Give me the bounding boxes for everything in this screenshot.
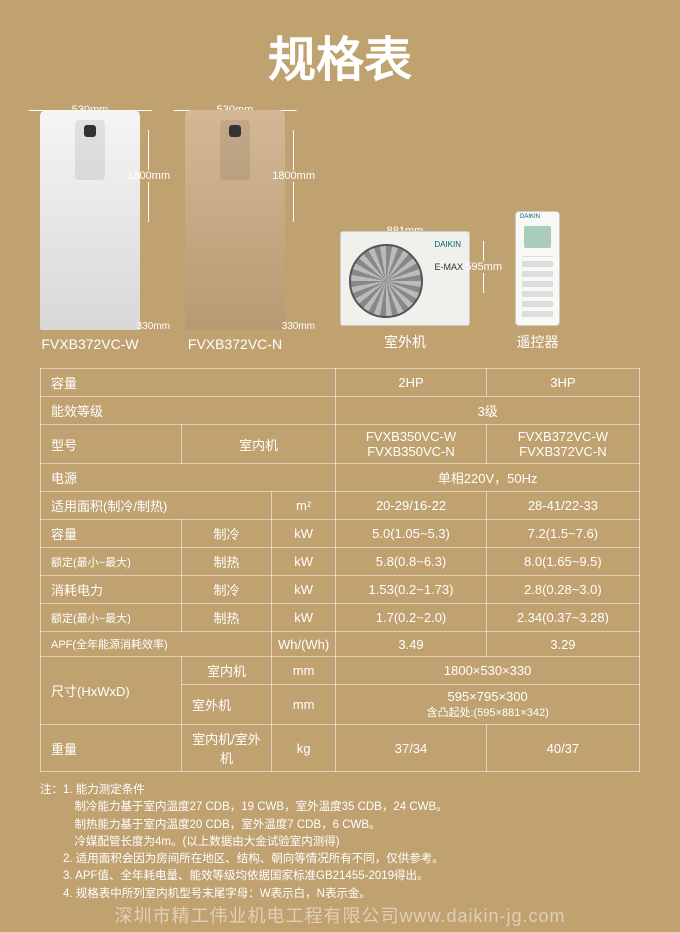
product-label-remote: 遥控器	[517, 332, 559, 352]
cell-cons-heat-2hp: 1.7(0.2~2.0)	[336, 604, 487, 632]
product-row: 530mm 330mm FVXB372VC-W 1800mm 530mm 330…	[0, 100, 680, 358]
cell-cons-cool-2hp: 1.53(0.2~1.73)	[336, 576, 487, 604]
note-3: 3. APF值、全年耗电量、能效等级均依据国家标准GB21455-2019得出。	[40, 868, 640, 885]
table-row: 重量室内机/室外机kg37/3440/37	[41, 725, 640, 772]
table-row: 适用面积(制冷/制热)m²20-29/16-2228-41/22-33	[41, 492, 640, 520]
note-1c: 冷媒配管长度为4m。(以上数据由大金试验室内测得)	[40, 834, 640, 851]
cell-cons-heat-unit: kW	[271, 604, 335, 632]
note-1b: 制热能力基于室内温度20 CDB，室外温度7 CDB，6 CWB。	[40, 817, 640, 834]
note-2: 2. 适用面积会因为房间所在地区、结构、朝向等情况所有不同，仅供参考。	[40, 851, 640, 868]
table-row: 电源单相220V，50Hz	[41, 464, 640, 492]
cell-weight-3hp: 40/37	[486, 725, 639, 772]
cell-dim-in-value: 1800×530×330	[336, 657, 640, 685]
watermark: 深圳市精工伟业机电工程有限公司www.daikin-jg.com	[0, 902, 680, 928]
cell-model-sub: 室内机	[181, 425, 335, 464]
cell-model-label: 型号	[41, 425, 182, 464]
table-row: 容量制冷kW5.0(1.05~5.3)7.2(1.5~7.6)	[41, 520, 640, 548]
cell-cap-heat-sub: 制热	[181, 548, 271, 576]
cell-dim-label: 尺寸(HxWxD)	[41, 657, 182, 725]
table-row: 能效等级3级	[41, 397, 640, 425]
dimension-height-2: 1800mm	[272, 170, 315, 182]
note-1a: 制冷能力基于室内温度27 CDB，19 CWB，室外温度35 CDB，24 CW…	[40, 799, 640, 816]
cell-apf-label: APF(全年能源消耗效率)	[41, 632, 272, 657]
note-4: 4. 规格表中所列室内机型号末尾字母：W表示白，N表示金。	[40, 886, 640, 903]
cell-power-value: 单相220V，50Hz	[336, 464, 640, 492]
cell-apf-2hp: 3.49	[336, 632, 487, 657]
cell-dim-out-value: 595×795×300含凸起处:(595×881×342)	[336, 685, 640, 725]
table-row: 额定(最小~最大)制热kW1.7(0.2~2.0)2.34(0.37~3.28)	[41, 604, 640, 632]
cell-eff-value: 3级	[336, 397, 640, 425]
cell-area-unit: m²	[271, 492, 335, 520]
product-label-outdoor: 室外机	[384, 332, 426, 352]
brand-remote: DAIKIN	[520, 214, 540, 220]
product-label-1: FVXB372VC-W	[41, 336, 138, 352]
cell-weight-sub: 室内机/室外机	[181, 725, 271, 772]
cell-2hp: 2HP	[336, 369, 487, 397]
cell-dim-in-sub: 室内机	[181, 657, 271, 685]
cell-model-2hp: FVXB350VC-WFVXB350VC-N	[336, 425, 487, 464]
cell-cap-rated-label: 额定(最小~最大)	[41, 548, 182, 576]
cell-weight-label: 重量	[41, 725, 182, 772]
table-row: 型号室内机 FVXB350VC-WFVXB350VC-N FVXB372VC-W…	[41, 425, 640, 464]
cell-cap-cool-unit: kW	[271, 520, 335, 548]
cell-capacity-label: 容量	[41, 369, 336, 397]
cell-dim-out-unit: mm	[271, 685, 335, 725]
cell-cap-heat-3hp: 8.0(1.65~9.5)	[486, 548, 639, 576]
table-row: 尺寸(HxWxD)室内机mm1800×530×330	[41, 657, 640, 685]
outdoor-unit: 881mm DAIKIN 室外机 595mm	[340, 231, 470, 352]
cell-cons-rated-label: 额定(最小~最大)	[41, 604, 182, 632]
page-title: 规格表	[0, 0, 680, 100]
cell-cons-label: 消耗电力	[41, 576, 182, 604]
cell-cons-heat-sub: 制热	[181, 604, 271, 632]
brand-outdoor: DAIKIN	[434, 240, 461, 249]
cell-cap-cool-2hp: 5.0(1.05~5.3)	[336, 520, 487, 548]
notes-block: 注：1. 能力测定条件 制冷能力基于室内温度27 CDB，19 CWB，室外温度…	[40, 782, 640, 903]
cell-cap-cool-3hp: 7.2(1.5~7.6)	[486, 520, 639, 548]
cell-cons-heat-3hp: 2.34(0.37~3.28)	[486, 604, 639, 632]
cell-dim-in-unit: mm	[271, 657, 335, 685]
cell-cap-label: 容量	[41, 520, 182, 548]
cell-cons-cool-3hp: 2.8(0.28~3.0)	[486, 576, 639, 604]
product-label-2: FVXB372VC-N	[188, 336, 282, 352]
cell-model-3hp: FVXB372VC-WFVXB372VC-N	[486, 425, 639, 464]
cell-cap-heat-2hp: 5.8(0.8~6.3)	[336, 548, 487, 576]
cell-3hp: 3HP	[486, 369, 639, 397]
table-row: APF(全年能源消耗效率)Wh/(Wh)3.493.29	[41, 632, 640, 657]
dimension-depth-1: 330mm	[137, 321, 170, 332]
cell-cap-cool-sub: 制冷	[181, 520, 271, 548]
cell-eff-label: 能效等级	[41, 397, 336, 425]
cell-area-2hp: 20-29/16-22	[336, 492, 487, 520]
cell-apf-3hp: 3.29	[486, 632, 639, 657]
table-row: 额定(最小~最大)制热kW5.8(0.8~6.3)8.0(1.65~9.5)	[41, 548, 640, 576]
indoor-unit-white: 530mm 330mm FVXB372VC-W 1800mm	[40, 110, 140, 352]
remote-control: DAIKIN 遥控器	[515, 211, 560, 352]
cell-dim-out-sub: 室外机	[181, 685, 271, 725]
cell-apf-unit: Wh/(Wh)	[271, 632, 335, 657]
cell-cons-cool-sub: 制冷	[181, 576, 271, 604]
cell-power-label: 电源	[41, 464, 336, 492]
cell-weight-2hp: 37/34	[336, 725, 487, 772]
cell-area-3hp: 28-41/22-33	[486, 492, 639, 520]
cell-area-label: 适用面积(制冷/制热)	[41, 492, 272, 520]
cell-cons-cool-unit: kW	[271, 576, 335, 604]
dimension-depth-2: 330mm	[282, 321, 315, 332]
note-1: 注：1. 能力测定条件	[40, 782, 640, 799]
dimension-height-1: 1800mm	[127, 170, 170, 182]
indoor-unit-gold: 530mm 330mm FVXB372VC-N 1800mm	[185, 110, 285, 352]
table-row: 容量2HP3HP	[41, 369, 640, 397]
spec-table: 容量2HP3HP 能效等级3级 型号室内机 FVXB350VC-WFVXB350…	[40, 368, 640, 772]
table-row: 消耗电力制冷kW1.53(0.2~1.73)2.8(0.28~3.0)	[41, 576, 640, 604]
cell-weight-unit: kg	[271, 725, 335, 772]
dimension-height-outdoor: 595mm	[465, 261, 502, 273]
cell-cap-heat-unit: kW	[271, 548, 335, 576]
